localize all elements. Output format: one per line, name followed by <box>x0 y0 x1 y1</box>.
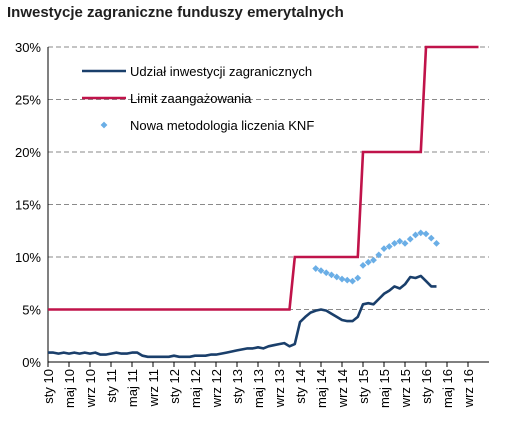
legend: Udział inwestycji zagranicznych Limit zaa… <box>82 64 314 133</box>
knf-marker <box>380 245 388 252</box>
knf-marker <box>433 239 440 247</box>
x-tick-label: sty 11 <box>104 369 119 403</box>
knf-marker <box>349 277 356 285</box>
knf-marker <box>338 275 346 283</box>
axes: 0% 5% 10% 15% 20% 25% 30% sty 10 maj 10 wrz 10 sty… <box>15 40 489 408</box>
x-tick-label: sty 13 <box>230 369 245 404</box>
knf-marker <box>333 273 341 281</box>
x-tick-label: wrz 16 <box>461 369 476 408</box>
x-tick-label: wrz 12 <box>209 369 224 408</box>
knf-marker <box>364 258 372 266</box>
knf-marker <box>354 274 362 282</box>
knf-marker <box>328 271 335 279</box>
x-tick-label: wrz 14 <box>335 369 350 408</box>
knf-marker <box>317 267 325 275</box>
y-tick-label: 25% <box>15 93 41 108</box>
x-tick-label: sty 14 <box>293 369 308 404</box>
y-tick-label: 30% <box>15 40 41 55</box>
x-tick-label: wrz 13 <box>272 369 287 408</box>
knf-marker <box>343 276 351 284</box>
x-tick-label: sty 16 <box>419 369 434 404</box>
y-tick-label: 10% <box>15 250 41 265</box>
legend-marker-knf <box>100 121 108 129</box>
knf-marker <box>391 239 398 247</box>
x-tick-label: maj 15 <box>377 369 392 408</box>
x-tick-label: maj 12 <box>188 369 203 408</box>
knf-marker <box>417 229 425 237</box>
x-tick-label: sty 12 <box>167 369 182 404</box>
knf-marker <box>427 234 435 242</box>
x-tick-label: wrz 11 <box>146 369 161 407</box>
x-tick-label: wrz 15 <box>398 369 413 408</box>
knf-marker <box>370 256 377 264</box>
knf-marker <box>422 230 430 238</box>
knf-marker <box>396 237 404 245</box>
knf-marker <box>312 265 320 272</box>
series <box>48 45 479 359</box>
x-tick-label: maj 11 <box>125 369 140 407</box>
legend-label: Udział inwestycji zagranicznych <box>130 64 312 79</box>
knf-marker <box>322 269 330 277</box>
knf-marker <box>385 243 393 250</box>
y-tick-label: 15% <box>15 198 41 213</box>
y-tick-label: 0% <box>22 355 41 370</box>
x-tick-label: wrz 10 <box>83 369 98 408</box>
y-tick-label: 20% <box>15 145 41 160</box>
legend-label: Nowa metodologia liczenia KNF <box>130 118 314 133</box>
legend-label: Limit zaangażowania <box>130 91 252 106</box>
chart-title: Inwestycje zagraniczne funduszy emerytal… <box>7 4 344 21</box>
x-tick-label: maj 13 <box>251 369 266 408</box>
series-line-limit <box>48 45 479 311</box>
knf-marker <box>375 251 383 259</box>
x-tick-label: sty 10 <box>41 369 56 404</box>
series-line-foreign-share <box>48 274 437 359</box>
x-tick-label: sty 15 <box>356 369 371 404</box>
knf-marker <box>359 262 367 269</box>
knf-marker <box>412 231 419 239</box>
x-tick-label: maj 14 <box>314 369 329 408</box>
y-tick-label: 5% <box>22 303 41 318</box>
knf-marker <box>406 235 414 243</box>
x-tick-label: maj 10 <box>62 369 77 408</box>
knf-marker <box>401 239 409 247</box>
x-tick-label: maj 16 <box>440 369 455 408</box>
